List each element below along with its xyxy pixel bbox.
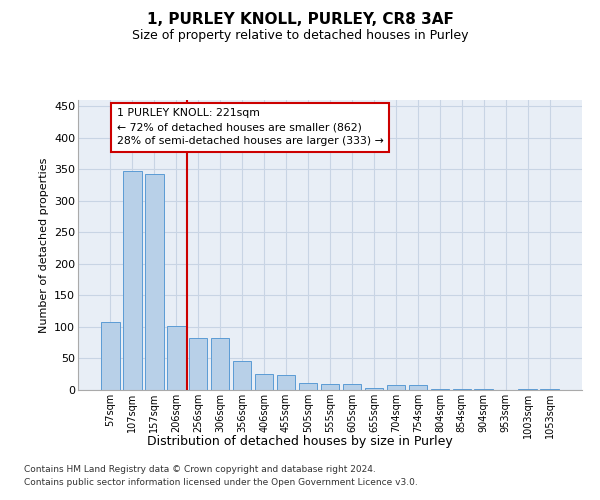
Bar: [452, 388, 471, 390]
Bar: [343, 384, 361, 390]
Bar: [233, 361, 251, 390]
Bar: [211, 338, 229, 390]
Bar: [365, 388, 383, 390]
Bar: [431, 388, 449, 390]
Bar: [189, 338, 208, 390]
Bar: [277, 375, 295, 390]
Bar: [299, 383, 317, 390]
Bar: [386, 385, 405, 390]
Bar: [123, 171, 142, 390]
Text: 1 PURLEY KNOLL: 221sqm
← 72% of detached houses are smaller (862)
28% of semi-de: 1 PURLEY KNOLL: 221sqm ← 72% of detached…: [117, 108, 383, 146]
Bar: [518, 388, 537, 390]
Text: Contains HM Land Registry data © Crown copyright and database right 2024.: Contains HM Land Registry data © Crown c…: [24, 466, 376, 474]
Text: Contains public sector information licensed under the Open Government Licence v3: Contains public sector information licen…: [24, 478, 418, 487]
Text: 1, PURLEY KNOLL, PURLEY, CR8 3AF: 1, PURLEY KNOLL, PURLEY, CR8 3AF: [146, 12, 454, 28]
Bar: [167, 326, 185, 390]
Bar: [409, 385, 427, 390]
Bar: [320, 384, 340, 390]
Text: Distribution of detached houses by size in Purley: Distribution of detached houses by size …: [147, 435, 453, 448]
Bar: [255, 374, 274, 390]
Bar: [541, 388, 559, 390]
Bar: [145, 174, 164, 390]
Y-axis label: Number of detached properties: Number of detached properties: [38, 158, 49, 332]
Bar: [101, 322, 119, 390]
Text: Size of property relative to detached houses in Purley: Size of property relative to detached ho…: [132, 29, 468, 42]
